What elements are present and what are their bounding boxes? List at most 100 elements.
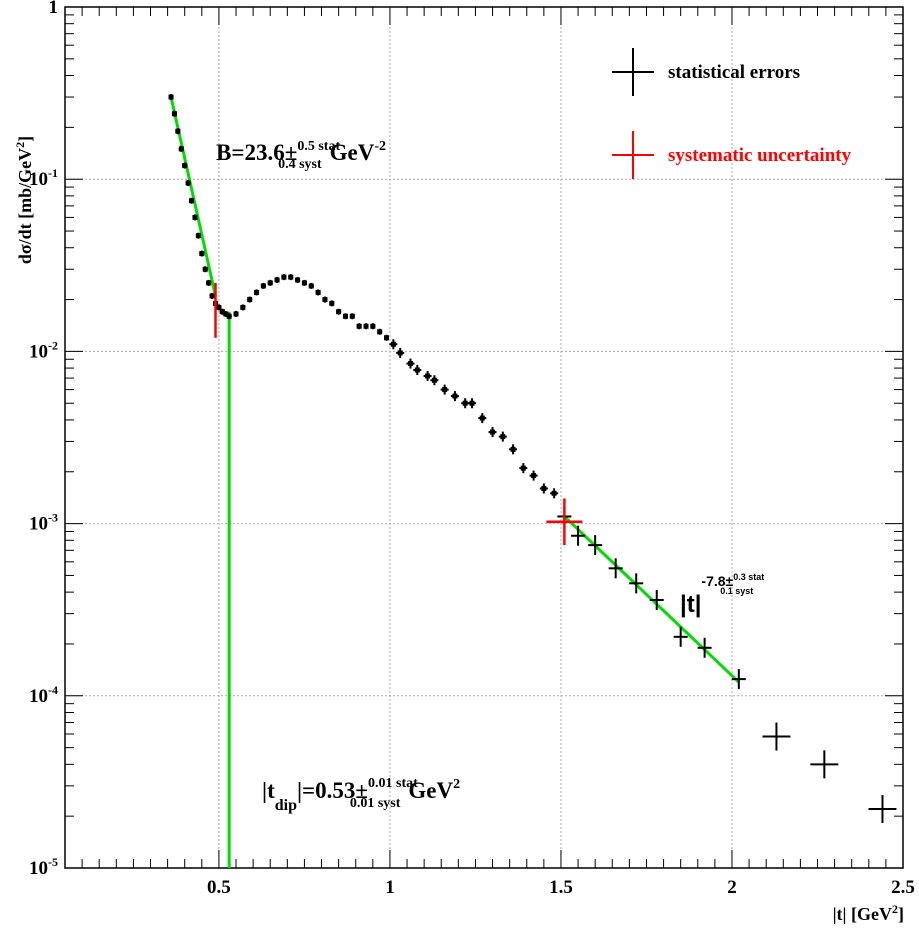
marker [407, 361, 413, 367]
data-point [571, 525, 586, 546]
marker [363, 323, 369, 329]
syst-bar [546, 498, 583, 546]
data-point [240, 304, 246, 311]
data-point [226, 313, 232, 320]
slope-sup: 0.5 stat [297, 139, 340, 154]
marker [274, 277, 280, 283]
marker [178, 146, 184, 152]
data-point [588, 535, 603, 556]
power-sup: 0.3 stat [733, 572, 764, 582]
marker [469, 400, 475, 406]
marker [216, 304, 222, 310]
data-point [189, 197, 195, 204]
y-axis-title-end: ] [15, 136, 35, 142]
data-point [478, 413, 487, 424]
plot-frame [64, 6, 904, 869]
y-tick-label: 10-2 [29, 338, 58, 362]
data-point [356, 323, 362, 330]
data-point [281, 274, 287, 281]
systematic-bars [214, 282, 583, 546]
y-tick-label: 1 [49, 0, 59, 18]
data-point [185, 180, 191, 187]
marker [219, 309, 225, 315]
marker [308, 283, 314, 289]
fit-line-exponential [169, 96, 217, 297]
data-point [629, 573, 644, 594]
grid [65, 7, 903, 868]
y-tick-label: 10-5 [29, 855, 58, 879]
data-point [868, 795, 897, 824]
data-point [182, 162, 188, 169]
marker [185, 180, 191, 186]
data-point [301, 279, 307, 286]
data-point [697, 637, 712, 658]
data-point [509, 444, 518, 455]
data-point [363, 323, 369, 330]
marker [247, 297, 253, 303]
marker [342, 313, 348, 319]
data-point [762, 722, 791, 751]
data-point [529, 470, 538, 481]
data-point [406, 358, 415, 369]
y-tick-labels: 1 10-1 10-2 10-3 10-4 10-5 [29, 0, 58, 879]
slope-unit-sup: -2 [374, 139, 386, 154]
y-tick-label: 10-3 [29, 511, 58, 535]
legend-label-syst: systematic uncertainty [668, 145, 852, 166]
y-tick-label: 10-4 [29, 683, 58, 707]
slope-sub: 0.4 syst [278, 157, 322, 172]
x-tick-label: 2 [727, 877, 737, 898]
data-point [178, 145, 184, 152]
marker [397, 350, 403, 356]
slope-annotation: B=23.6±0.5 stat 0.4 syst GeV-2 [216, 139, 386, 172]
fit-lines [169, 96, 740, 868]
data-point [519, 463, 528, 474]
marker [254, 289, 260, 295]
marker [414, 367, 420, 373]
marker [315, 289, 321, 295]
marker [510, 446, 516, 452]
marker [171, 111, 177, 117]
data-point [488, 427, 497, 438]
data-point [209, 292, 215, 299]
marker [301, 280, 307, 286]
marker [442, 387, 448, 393]
axis-ticks [65, 7, 904, 869]
data-point [461, 398, 470, 409]
dip-sup: 0.01 stat [368, 776, 418, 791]
data-point [216, 304, 222, 311]
data-point [171, 110, 177, 117]
marker [329, 300, 335, 306]
data-point [342, 313, 348, 320]
data-point [168, 94, 174, 101]
power-sup-main: -7.8± [701, 573, 733, 589]
marker [462, 400, 468, 406]
marker [295, 277, 301, 283]
y-axis-title-sup: 2 [13, 142, 27, 148]
marker [425, 373, 431, 379]
dip-text2: |=0.53± [297, 778, 368, 803]
marker [370, 323, 376, 329]
marker [195, 233, 201, 239]
x-tick-label: 1.5 [549, 877, 573, 898]
data-point [202, 266, 208, 273]
marker [192, 214, 198, 220]
marker [479, 415, 485, 421]
marker [223, 311, 229, 317]
power-annotation: |t|-7.8±0.3 stat 0.1 syst [680, 572, 764, 618]
data-point [315, 289, 321, 296]
data-point [329, 300, 335, 307]
legend-marker-stat [612, 48, 654, 96]
data-points [168, 94, 897, 824]
data-point [247, 296, 253, 303]
marker [356, 323, 362, 329]
marker [288, 274, 294, 280]
data-point [295, 276, 301, 283]
legend-label-stat: statistical errors [668, 62, 800, 83]
dip-sub: 0.01 syst [350, 796, 401, 811]
data-point [731, 669, 746, 690]
data-point [195, 232, 201, 239]
data-point [389, 339, 398, 350]
marker [377, 329, 383, 335]
data-point [673, 626, 688, 647]
